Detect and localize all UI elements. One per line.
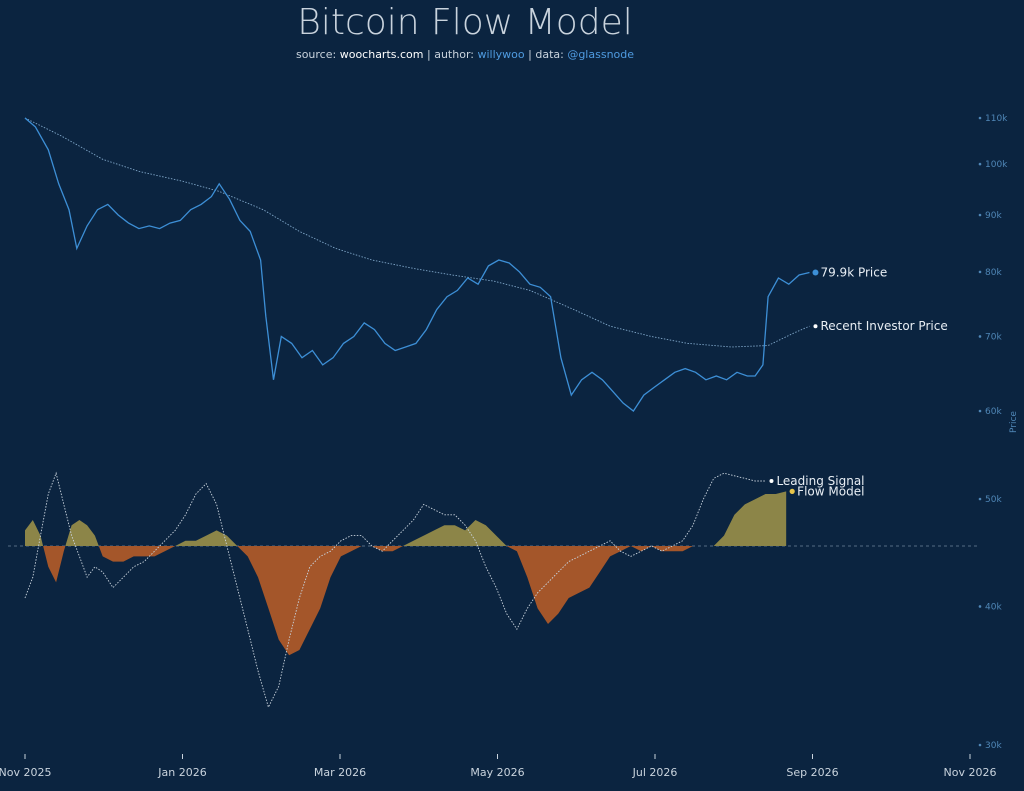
y-tick-label: 110k (985, 114, 1008, 124)
x-tick-label: Sep 2026 (786, 766, 838, 779)
annotation-label: 79.9k Price (820, 266, 887, 280)
y-tick-dot (978, 162, 982, 166)
data-link[interactable]: @glassnode (567, 48, 635, 61)
y-tick-label: 40k (985, 602, 1002, 612)
plot-area (8, 117, 980, 709)
y-tick-label: 30k (985, 741, 1002, 751)
author-label: author: (434, 48, 474, 61)
y-tick-dot (978, 497, 982, 501)
y-axis: 110k 100k 90k 80k 70k 60k 50k 40k 30k Price (978, 114, 1019, 751)
leading-signal-line (24, 471, 766, 709)
y-tick-dot (978, 743, 982, 747)
chart-title: Bitcoin Flow Model (297, 2, 633, 43)
y-tick-label: 50k (985, 495, 1002, 505)
data-label: data: (535, 48, 564, 61)
y-tick-label: 100k (985, 160, 1008, 170)
x-tick-label: Jul 2026 (632, 766, 678, 779)
x-tick-label: May 2026 (470, 766, 524, 779)
x-tick-label: Mar 2026 (314, 766, 366, 779)
y-tick-dot (978, 409, 982, 413)
x-tick-label: Nov 2025 (0, 766, 51, 779)
x-tick-label: Jan 2026 (157, 766, 206, 779)
annotation-dot (812, 269, 819, 276)
annotation-dot (789, 488, 795, 494)
y-tick-dot (978, 213, 982, 217)
annotation-dot (813, 324, 818, 329)
y-tick-dot (978, 335, 982, 338)
y-tick-label: 80k (985, 268, 1002, 278)
annotation-dot (769, 479, 774, 483)
recent-investor-price-line (24, 117, 810, 348)
y-tick-label: 90k (985, 211, 1002, 221)
chart-subtitle: source: woocharts.com | author: willywoo… (0, 48, 930, 61)
annotation-label: Recent Investor Price (820, 319, 947, 333)
author-link[interactable]: willywoo (477, 48, 525, 61)
separator: | (528, 48, 532, 61)
price-line (24, 117, 810, 412)
y-tick-label: 60k (985, 407, 1002, 417)
x-tick-label: Nov 2026 (944, 766, 997, 779)
annotation-label: Leading Signal (776, 474, 864, 488)
annotation-label: Flow Model (797, 484, 864, 498)
x-axis: Nov 2025 Jan 2026 Mar 2026 May 2026 Jul 2026… (0, 754, 996, 779)
y-tick-dot (978, 605, 982, 608)
annotations: 79.9k Price Recent Investor Price Leading … (769, 266, 948, 498)
flow-model-positive-area (25, 491, 787, 546)
source-label: source: (295, 48, 337, 61)
flow-model-negative-area (25, 546, 787, 656)
source-link[interactable]: woocharts.com (339, 48, 424, 61)
y-tick-label: 70k (985, 332, 1002, 342)
y-axis-label: Price (1009, 411, 1019, 433)
separator: | (427, 48, 431, 61)
y-tick-dot (978, 270, 982, 274)
y-tick-dot (978, 116, 982, 120)
